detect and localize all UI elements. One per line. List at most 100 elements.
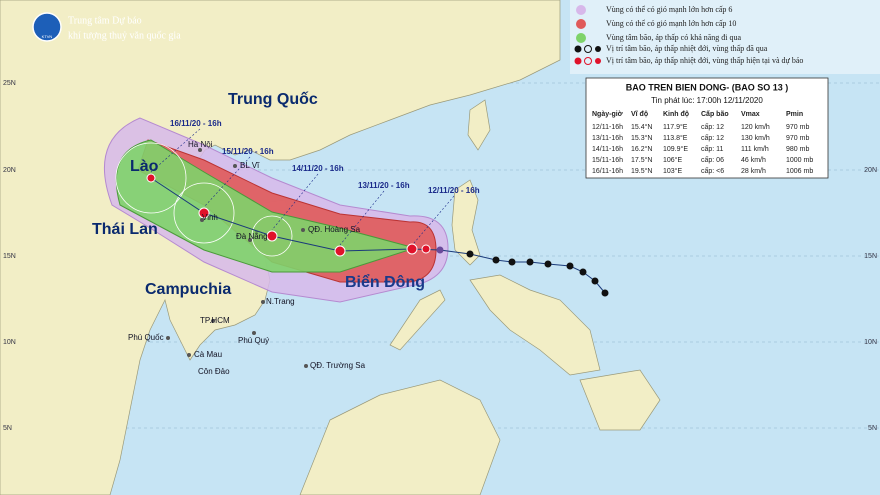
header-line: Trung tâm Dự báo — [68, 15, 142, 26]
city-dot — [187, 353, 191, 357]
legend-label: Vùng có thể có gió mạnh lớn hơn cấp 6 — [606, 5, 732, 14]
table-cell: 117.9°E — [663, 123, 688, 131]
table-cell: 19.5°N — [631, 167, 652, 175]
city-dot — [233, 164, 237, 168]
legend-icon — [574, 57, 582, 65]
table-cell: 109.9°E — [663, 145, 688, 153]
city-dot — [198, 148, 202, 152]
lat-label: 10N — [864, 339, 877, 346]
lat-label: 5N — [868, 425, 877, 432]
logo — [32, 12, 62, 42]
table-cell: 130 km/h — [741, 135, 770, 142]
leader-line — [150, 128, 201, 173]
forecast-position — [421, 244, 431, 254]
place-label: QĐ. Hoàng Sa — [308, 225, 361, 234]
past-position — [566, 262, 574, 270]
visayas — [469, 274, 601, 376]
lat-label: 5N — [3, 425, 12, 432]
table-cell: 13/11-16h — [592, 135, 623, 142]
table-cell: 980 mb — [786, 146, 809, 153]
legend-icon — [584, 45, 592, 53]
legend-bg — [570, 0, 880, 74]
lat-label: 20N — [3, 167, 16, 174]
past-positions — [436, 246, 609, 297]
mindanao — [579, 369, 661, 431]
legend-label: Vị trí tâm bão, áp thấp nhiệt đới, vùng … — [606, 44, 768, 53]
place-label: N.Trang — [266, 297, 295, 306]
table-header: Vĩ độ — [631, 111, 648, 118]
table-cell: 970 mb — [786, 124, 809, 131]
country-label: Biển Đông — [345, 273, 425, 291]
place-label: Hà Nội — [188, 140, 213, 149]
place-label: Côn Đảo — [198, 367, 230, 376]
taiwan — [467, 99, 491, 151]
city-dot — [211, 319, 215, 323]
leader-line — [271, 173, 319, 231]
legend-swatch — [576, 19, 586, 29]
legend-label: Vùng có thể có gió mạnh lớn hơn cấp 10 — [606, 19, 736, 28]
past-position — [579, 268, 587, 276]
lat-label: 10N — [3, 339, 16, 346]
city-dots — [166, 148, 308, 368]
past-position — [508, 258, 516, 266]
place-label: Vinh — [202, 213, 218, 222]
table-header: Vmax — [741, 111, 760, 118]
country-label: Thái Lan — [92, 221, 158, 238]
city-dot — [166, 336, 170, 340]
country-label: Trung Quốc — [228, 91, 318, 108]
table-cell: 111 km/h — [741, 146, 769, 153]
table-cell: 103°E — [663, 167, 682, 175]
forecast-label: 13/11/20 - 16h — [358, 181, 410, 190]
luzon — [451, 179, 481, 266]
country-label: Campuchia — [145, 281, 231, 298]
legend-swatch — [576, 33, 586, 43]
legend-icons — [574, 45, 601, 65]
wind-circle — [173, 182, 235, 244]
past-position — [544, 260, 552, 268]
legend-icon — [574, 45, 582, 53]
legend-swatch — [576, 5, 586, 15]
table-cell: 15.4°N — [631, 123, 652, 131]
legend-label: Vị trí tâm bão, áp thấp nhiệt đới, vùng … — [606, 56, 803, 65]
table-cell: 17.5°N — [631, 156, 652, 164]
table-header: Pmin — [786, 111, 803, 118]
place-label: Đà Nẵng — [236, 232, 268, 241]
wind-circles — [115, 142, 293, 257]
city-dot — [252, 331, 256, 335]
table-header: Kinh độ — [663, 111, 689, 118]
forecast-label: 15/11/20 - 16h — [222, 147, 274, 156]
table-cell: cấp: 12 — [701, 133, 724, 142]
lat-label: 20N — [864, 167, 877, 174]
wind-circle — [115, 142, 187, 214]
table-cell: 15.3°N — [631, 134, 652, 142]
forecast-position — [198, 207, 210, 219]
lat-labels-right: 20N 15N 10N 5N — [864, 167, 877, 432]
table-cell: cấp: 06 — [701, 155, 724, 164]
city-dot — [200, 218, 204, 222]
past-position — [591, 277, 599, 285]
table-cell: 16.2°N — [631, 145, 652, 153]
place-label: Phú Quý — [238, 336, 269, 345]
forecast-label: 16/11/20 - 16h — [170, 119, 222, 128]
forecast-position — [406, 243, 418, 255]
table-cell: 28 km/h — [741, 168, 766, 175]
label-leaders — [150, 128, 455, 246]
info-title: BAO TREN BIEN DONG- (BAO SO 13 ) — [626, 82, 789, 92]
header-line: khí tượng thuỷ văn quốc gia — [68, 30, 181, 41]
legend-label: Vùng tâm bão, áp thấp có khả năng đi qua — [606, 33, 742, 42]
table-cell: 15/11-16h — [592, 157, 623, 164]
borneo — [299, 379, 501, 495]
city-dot — [248, 238, 252, 242]
place-label: BL Vĩ — [240, 161, 260, 170]
table-cell: 46 km/h — [741, 157, 766, 164]
table-cell: 16/11-16h — [592, 168, 623, 175]
legend-icon — [595, 58, 601, 64]
forecast-positions — [146, 173, 431, 257]
table-cell: cấp: 12 — [701, 122, 724, 131]
table-cell: 106°E — [663, 156, 682, 164]
country-label: Lào — [130, 158, 159, 175]
table-cell: 113.8°E — [663, 134, 688, 142]
place-label: Phú Quốc — [128, 333, 164, 342]
forecast-position — [334, 245, 346, 257]
